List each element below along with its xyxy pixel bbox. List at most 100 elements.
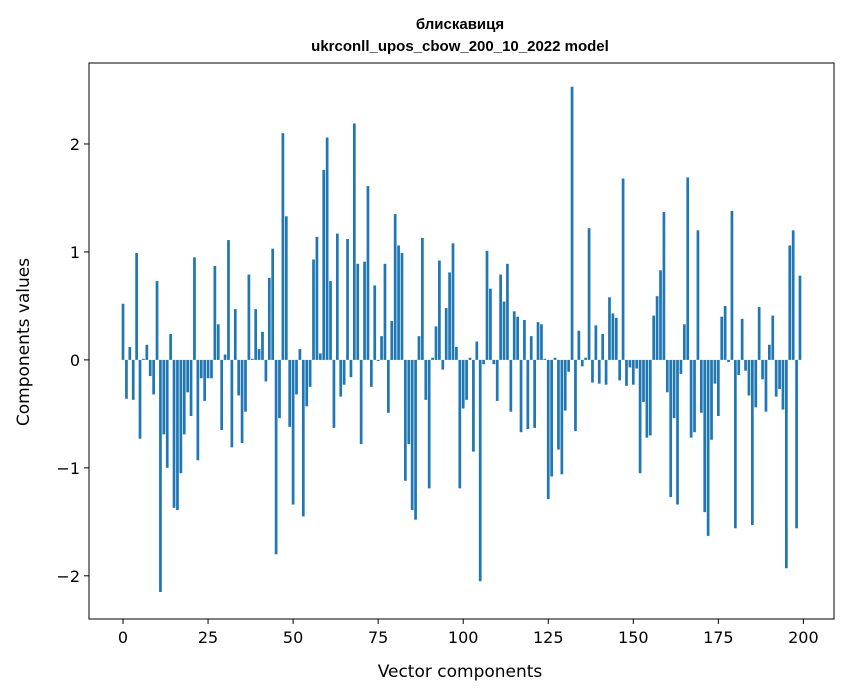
y-tick-label--2: −2 <box>56 567 80 586</box>
bar-43 <box>267 277 271 360</box>
bar-57 <box>315 236 319 360</box>
bar-32 <box>230 359 234 448</box>
bar-179 <box>730 210 734 360</box>
bar-137 <box>587 228 591 360</box>
x-tick-label-125: 125 <box>533 628 564 647</box>
bar-93 <box>438 260 441 360</box>
bar-195 <box>785 359 788 569</box>
bar-126 <box>550 359 554 477</box>
bar-166 <box>686 177 690 360</box>
bar-147 <box>621 178 625 360</box>
bar-141 <box>601 333 605 360</box>
bar-150 <box>631 359 635 385</box>
bar-69 <box>356 263 360 360</box>
bar-168 <box>693 359 696 433</box>
plot-frame <box>88 62 835 620</box>
bar-78 <box>387 359 390 413</box>
plot-area <box>88 62 835 620</box>
bar-182 <box>740 318 744 360</box>
bar-7 <box>145 344 149 360</box>
bar-21 <box>193 257 196 360</box>
bar-70 <box>359 359 363 445</box>
bar-9 <box>152 359 155 395</box>
bar-0 <box>121 303 125 360</box>
bar-91 <box>431 357 434 360</box>
bar-92 <box>434 326 438 360</box>
bar-54 <box>305 359 309 407</box>
bar-132 <box>570 86 574 360</box>
bar-12 <box>162 359 166 435</box>
bar-112 <box>502 301 506 360</box>
bar-84 <box>407 359 411 445</box>
bar-3 <box>131 359 135 400</box>
bar-105 <box>478 359 482 582</box>
x-tick-label-175: 175 <box>703 628 734 647</box>
bar-48 <box>284 216 288 360</box>
bar-27 <box>213 265 217 360</box>
bar-66 <box>346 238 349 360</box>
bar-130 <box>563 359 567 411</box>
bar-24 <box>203 359 207 401</box>
bar-171 <box>703 359 707 513</box>
bar-68 <box>352 123 356 360</box>
bars-group <box>121 86 802 593</box>
bar-85 <box>410 359 414 510</box>
x-tick-label-0: 0 <box>118 628 128 647</box>
bar-146 <box>618 359 622 381</box>
bar-180 <box>733 359 737 529</box>
bar-42 <box>264 359 268 382</box>
bar-39 <box>254 309 258 360</box>
bar-129 <box>560 359 564 475</box>
bar-97 <box>451 243 455 360</box>
bar-72 <box>366 186 370 360</box>
bar-83 <box>404 359 407 481</box>
bar-161 <box>669 359 673 497</box>
bar-11 <box>159 359 162 593</box>
bar-46 <box>278 359 281 419</box>
bar-176 <box>720 316 724 360</box>
bar-125 <box>546 359 550 500</box>
bar-59 <box>322 169 326 360</box>
bar-142 <box>604 359 608 385</box>
bar-121 <box>533 359 536 428</box>
bar-174 <box>713 359 717 384</box>
bar-153 <box>642 359 645 402</box>
bar-71 <box>363 261 366 360</box>
bar-36 <box>244 359 247 412</box>
bar-77 <box>383 263 387 360</box>
bar-113 <box>506 263 509 360</box>
bar-38 <box>250 358 254 360</box>
bar-61 <box>329 281 332 360</box>
bar-30 <box>223 354 227 360</box>
bar-16 <box>176 359 179 510</box>
bar-120 <box>529 336 533 360</box>
bar-185 <box>751 359 754 526</box>
x-tick-label-50: 50 <box>283 628 303 647</box>
x-axis-label: Vector components <box>378 662 543 682</box>
bar-199 <box>798 275 802 360</box>
bar-2 <box>128 346 132 360</box>
bar-99 <box>458 359 462 489</box>
bar-55 <box>308 359 312 387</box>
bar-123 <box>540 324 543 360</box>
chart-subtitle: ukrconll_upos_cbow_200_10_2022 model <box>311 38 609 55</box>
bar-145 <box>614 317 618 360</box>
bar-101 <box>465 359 468 400</box>
bar-138 <box>591 359 594 383</box>
bar-47 <box>281 133 285 360</box>
bar-63 <box>335 233 339 360</box>
bar-67 <box>349 359 353 378</box>
bar-156 <box>652 315 656 360</box>
bar-110 <box>495 359 499 401</box>
bar-22 <box>196 359 200 461</box>
bar-134 <box>577 330 581 360</box>
bar-109 <box>492 359 496 365</box>
x-tick-label-25: 25 <box>198 628 218 647</box>
bar-117 <box>519 359 523 433</box>
bar-74 <box>373 285 377 360</box>
bar-79 <box>390 321 394 360</box>
bar-18 <box>182 359 186 435</box>
x-tick-label-100: 100 <box>448 628 479 647</box>
bar-62 <box>332 359 336 428</box>
bar-26 <box>210 359 213 379</box>
